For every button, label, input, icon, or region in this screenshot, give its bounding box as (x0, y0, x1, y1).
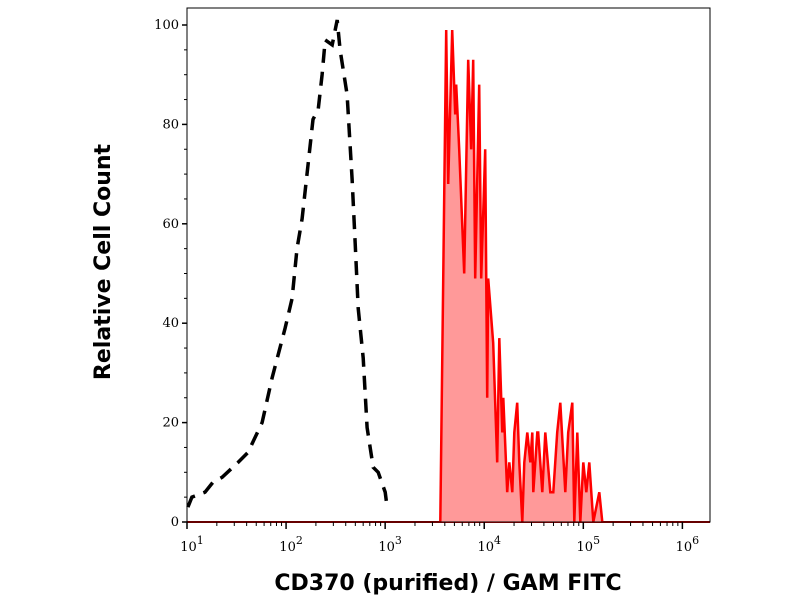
series-line-0 (186, 19, 389, 508)
series-fill-1 (440, 30, 603, 522)
y-tick-label: 100 (154, 18, 179, 33)
x-tick-label: 104 (477, 534, 501, 555)
y-tick-label: 0 (171, 515, 179, 530)
y-tick-label: 60 (162, 217, 179, 232)
y-tick-label: 20 (162, 416, 179, 431)
x-axis-label: CD370 (purified) / GAM FITC (274, 571, 621, 596)
plot-frame (186, 7, 711, 523)
y-tick-label: 80 (162, 117, 179, 132)
x-tick-label: 105 (577, 534, 601, 555)
x-tick-label: 101 (180, 534, 204, 555)
y-axis-label: Relative Cell Count (91, 143, 116, 380)
x-tick-label: 102 (279, 534, 303, 555)
x-tick-label: 103 (378, 534, 402, 555)
y-tick-label: 40 (162, 316, 179, 331)
axes: 101 102 103 104 105 106 0 20 40 60 80 100 (154, 18, 699, 555)
plot-marks (186, 19, 710, 523)
series-line-1 (439, 29, 604, 523)
x-tick-label: 106 (676, 534, 700, 555)
